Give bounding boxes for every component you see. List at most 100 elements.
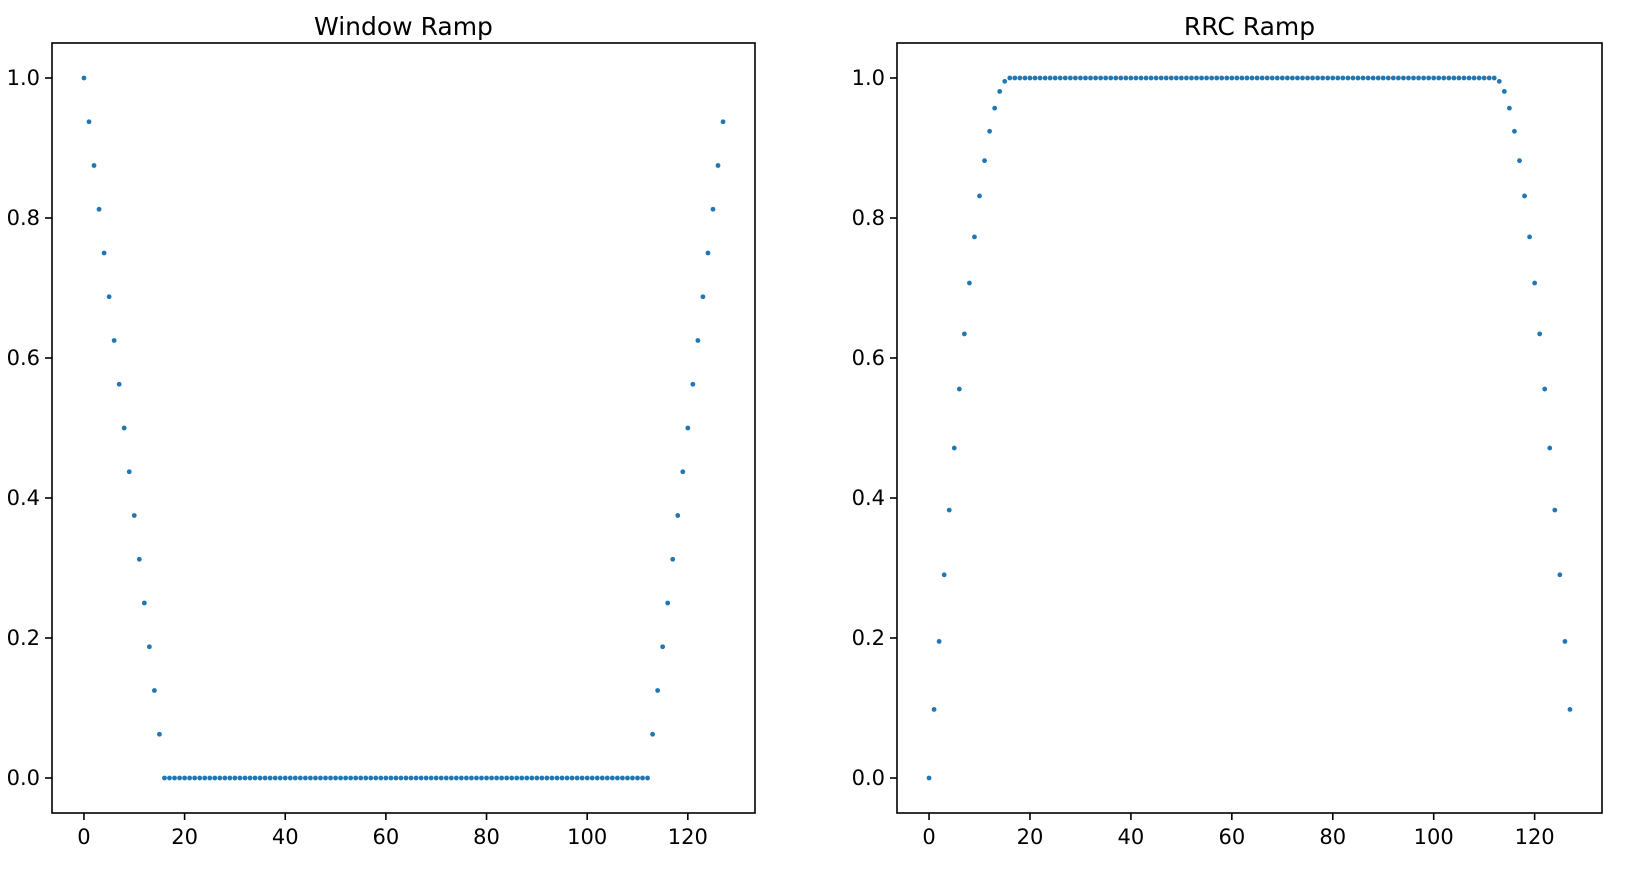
data-point [1088,75,1093,81]
data-point [96,206,102,212]
data-point [544,775,550,781]
data-point [297,775,303,781]
data-point [992,105,998,111]
data-point [1305,75,1310,81]
data-point [1315,75,1321,81]
x-tick-label: 100 [567,825,607,849]
data-point [448,775,454,781]
data-point [136,556,142,562]
data-point [655,688,661,693]
data-point [1365,75,1371,81]
data-point [1173,75,1179,81]
data-point [695,338,701,343]
data-point [1254,75,1260,81]
data-point [1345,75,1351,81]
data-point [1385,75,1391,81]
data-point [1264,75,1270,81]
data-point [91,163,97,168]
data-point [126,469,132,475]
data-point [1103,75,1109,81]
data-point [620,775,625,781]
data-point [1496,78,1502,84]
data-point [1022,75,1028,81]
data-point [1098,75,1104,81]
data-point [1355,75,1361,81]
data-point [1401,75,1406,81]
data-point [86,119,92,125]
data-point [1532,280,1538,286]
data-point [1133,75,1139,81]
data-point [428,775,434,781]
data-point [1239,75,1245,81]
data-point [378,775,384,781]
data-point [453,775,459,781]
data-point [609,775,615,781]
data-point [650,731,655,737]
data-point [1340,75,1346,81]
data-point [1552,507,1558,513]
y-tick-label: 0.6 [852,346,885,370]
data-point [1507,105,1512,111]
x-tick-label: 80 [1319,825,1346,849]
data-point [1461,75,1467,81]
data-point [1017,75,1023,81]
x-tick-label: 20 [1017,825,1044,849]
data-point [1431,75,1437,81]
data-point [106,294,112,300]
data-point [1083,75,1088,81]
x-tick-label: 80 [473,825,500,849]
data-point [946,507,952,513]
data-point [484,775,489,781]
data-point [509,775,515,781]
data-point [494,775,499,781]
data-point [1279,75,1285,81]
data-point [338,775,343,781]
data-point [262,775,268,781]
data-point [524,775,530,781]
x-tick-label: 60 [1218,825,1245,849]
x-tick-label: 120 [668,825,708,849]
data-point [1481,75,1487,81]
data-point [1320,75,1326,81]
data-point [1229,75,1235,81]
data-point [599,775,605,781]
data-point [1163,75,1169,81]
data-point [1441,75,1447,81]
data-point [1113,75,1119,81]
data-point [1118,75,1124,81]
data-point [564,775,570,781]
data-point [584,775,590,781]
data-point [519,775,525,781]
data-point [705,250,711,256]
data-point [1123,75,1129,81]
y-tick-label: 1.0 [852,66,885,90]
data-point [1512,128,1517,134]
data-point [443,775,449,781]
x-axis: 0 20 40 60 80 100 120 [77,813,708,849]
data-point [323,775,328,781]
plot-title-window-ramp: Window Ramp [314,12,493,41]
data-point [715,163,721,168]
data-point [353,775,359,781]
data-point [1158,75,1164,81]
data-point [1446,75,1452,81]
data-point [408,775,414,781]
data-point [1542,386,1548,392]
data-point [464,775,469,781]
data-point [308,775,313,781]
data-point [1471,75,1477,81]
data-point [685,425,691,431]
data-point [1350,75,1356,81]
data-point [141,600,147,606]
data-point [997,89,1003,94]
data-point [1537,331,1543,337]
data-point [232,775,238,781]
data-point [1259,75,1265,81]
y-tick-label: 0.6 [7,346,40,370]
data-point [489,775,494,781]
data-point [1522,193,1527,199]
data-point [1153,75,1159,81]
data-point [604,775,610,781]
data-point [343,775,349,781]
